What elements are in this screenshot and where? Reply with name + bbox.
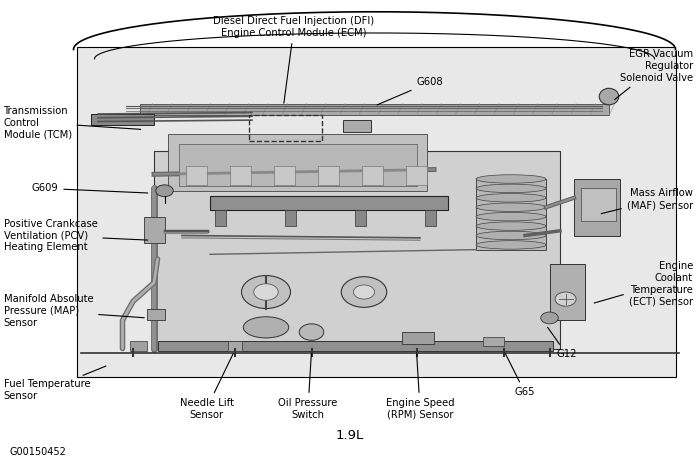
Bar <box>362 166 383 185</box>
Ellipse shape <box>155 185 174 197</box>
Text: G00150452: G00150452 <box>9 447 66 457</box>
Ellipse shape <box>476 203 546 211</box>
Ellipse shape <box>540 312 559 324</box>
Bar <box>154 151 560 349</box>
Ellipse shape <box>476 231 546 240</box>
Ellipse shape <box>244 317 288 338</box>
Bar <box>130 341 147 351</box>
Text: Needle Lift
Sensor: Needle Lift Sensor <box>179 353 234 420</box>
Text: Manifold Absolute
Pressure (MAP)
Sensor: Manifold Absolute Pressure (MAP) Sensor <box>4 294 144 327</box>
Ellipse shape <box>476 212 546 221</box>
Text: Fuel Temperature
Sensor: Fuel Temperature Sensor <box>4 366 106 401</box>
Bar <box>406 166 427 185</box>
Text: G608: G608 <box>377 77 443 105</box>
Bar <box>274 166 295 185</box>
Text: G12: G12 <box>547 327 577 359</box>
Bar <box>581 188 616 221</box>
Bar <box>248 115 322 141</box>
Bar <box>140 104 609 115</box>
Bar <box>168 134 427 191</box>
Text: Engine
Coolant
Temperature
(ECT) Sensor: Engine Coolant Temperature (ECT) Sensor <box>594 261 693 306</box>
Ellipse shape <box>476 222 546 230</box>
Ellipse shape <box>300 324 323 340</box>
Bar <box>483 337 504 346</box>
Bar <box>230 166 251 185</box>
Bar <box>574 179 620 236</box>
Ellipse shape <box>354 285 374 299</box>
Bar <box>77 47 676 377</box>
Bar <box>285 210 296 226</box>
Ellipse shape <box>253 284 279 300</box>
Text: Engine Speed
(RPM) Sensor: Engine Speed (RPM) Sensor <box>386 354 454 420</box>
Bar <box>550 264 584 320</box>
Bar <box>343 120 371 132</box>
Bar <box>91 114 154 125</box>
Bar <box>178 144 416 186</box>
Bar <box>147 309 164 320</box>
Bar <box>228 341 241 351</box>
Text: Oil Pressure
Switch: Oil Pressure Switch <box>279 354 337 420</box>
Ellipse shape <box>599 89 619 105</box>
Ellipse shape <box>555 292 576 306</box>
Ellipse shape <box>476 194 546 202</box>
Bar <box>186 166 206 185</box>
Text: Transmission
Control
Module (TCM): Transmission Control Module (TCM) <box>4 106 141 139</box>
Bar <box>402 332 434 344</box>
Text: Diesel Direct Fuel Injection (DFI)
Engine Control Module (ECM): Diesel Direct Fuel Injection (DFI) Engin… <box>214 16 374 103</box>
Text: 1.9L: 1.9L <box>336 429 364 442</box>
Text: G609: G609 <box>32 183 148 194</box>
Ellipse shape <box>476 184 546 193</box>
Bar <box>210 196 448 210</box>
Ellipse shape <box>342 276 386 308</box>
Bar <box>355 210 366 226</box>
Bar <box>318 166 339 185</box>
Bar <box>425 210 436 226</box>
Text: EGR Vacuum
Regulator
Solenoid Valve: EGR Vacuum Regulator Solenoid Valve <box>615 49 693 99</box>
Text: Mass Airflow
(MAF) Sensor: Mass Airflow (MAF) Sensor <box>601 188 693 214</box>
Bar <box>215 210 226 226</box>
Text: Positive Crankcase
Ventilation (PCV)
Heating Element: Positive Crankcase Ventilation (PCV) Hea… <box>4 219 148 252</box>
Ellipse shape <box>476 175 546 183</box>
Bar <box>144 217 164 243</box>
Bar <box>476 179 546 250</box>
Ellipse shape <box>241 276 290 309</box>
Ellipse shape <box>476 241 546 249</box>
Bar <box>158 341 553 351</box>
Text: G65: G65 <box>505 353 535 397</box>
